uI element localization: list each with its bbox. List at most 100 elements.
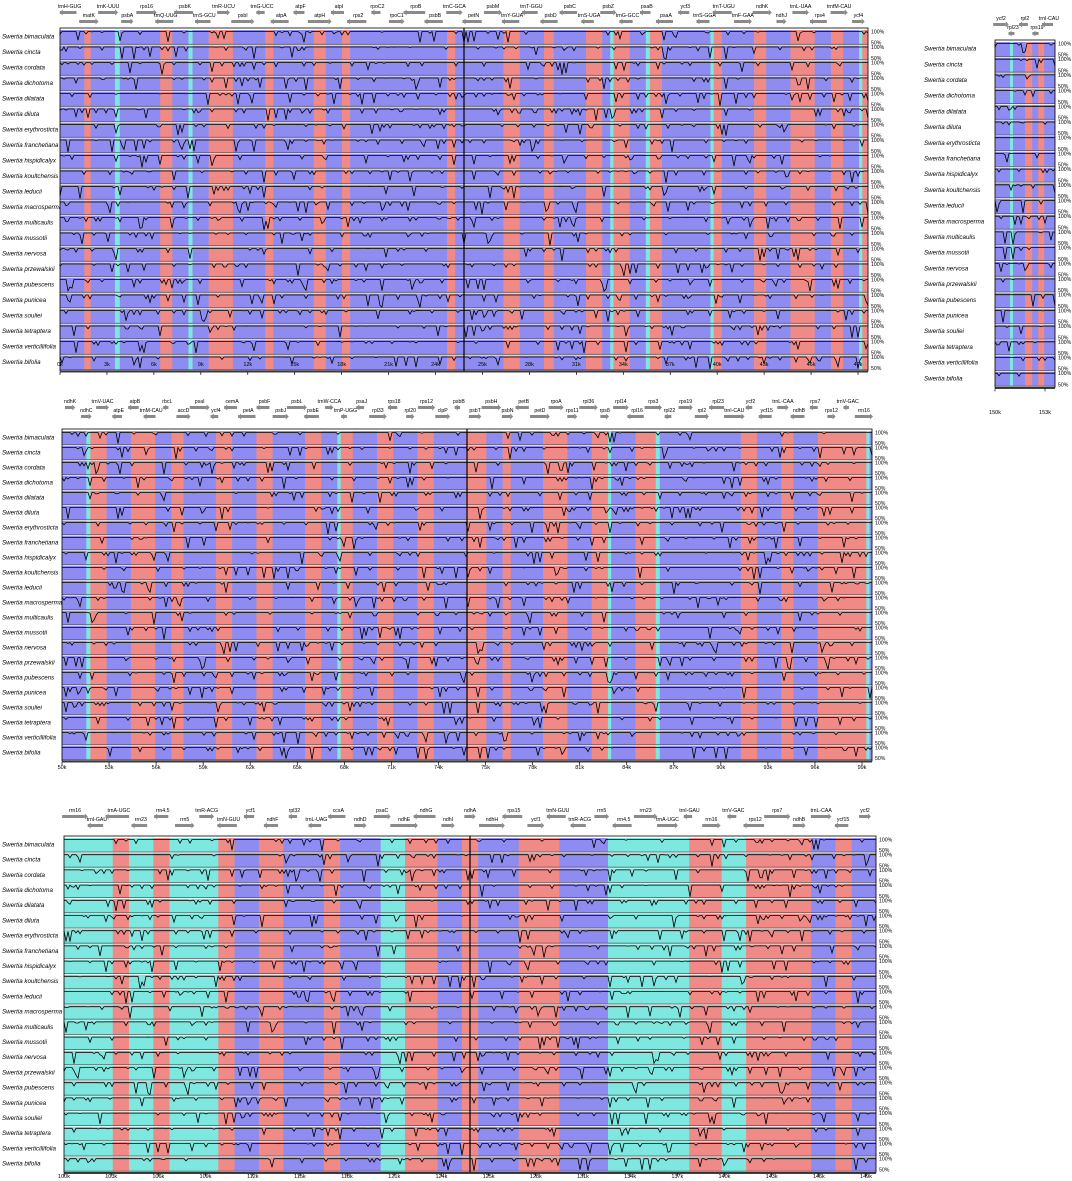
region-block [611,686,636,700]
region-block [60,309,85,324]
gene-label: psbL [291,399,302,405]
gene-label: psbI [238,13,248,19]
pct-50-label: 50% [871,87,882,93]
gene-arrowhead [768,9,772,16]
region-block [305,716,322,730]
region-block [721,76,755,91]
region-block [232,716,257,730]
region-block [130,626,156,640]
region-block [629,30,647,45]
gene-arrow [224,406,238,409]
region-block [607,686,612,700]
gene-arrowhead [447,413,451,420]
gene-arrowhead [654,813,658,820]
region-block [64,1081,114,1096]
region-block [790,340,815,355]
region-block [661,216,711,231]
region-block [160,340,173,355]
species-label: Swertia verticillifolia [924,360,979,367]
region-block [655,506,661,520]
region-block [559,1142,609,1157]
region-block [232,340,266,355]
region-block [486,746,503,760]
region-block [90,521,107,535]
identity-profile [59,107,869,121]
gene-arrowhead [308,822,312,829]
region-block [273,309,315,324]
region-block [90,446,107,460]
region-block [659,431,742,445]
species-label: Swertia mussotii [924,250,970,257]
region-block [340,1157,381,1172]
region-block [613,262,630,277]
region-block [842,231,860,246]
pct-100-label: 100% [871,293,885,299]
gene-arrow [790,415,805,418]
region-block [866,461,870,475]
region-block [817,551,867,565]
region-block [172,355,189,370]
region-block [817,731,867,745]
region-block [756,746,782,760]
region-block [830,76,844,91]
pct-100-label: 100% [871,231,885,237]
region-block [60,324,85,339]
x-tick-label: 115k [294,1174,306,1180]
region-block [995,183,1011,198]
region-block [859,247,863,262]
region-block [830,30,844,45]
region-block [1038,308,1045,324]
gene-label: psbM [487,4,500,10]
region-block [128,914,154,929]
region-block [502,506,512,520]
region-block [754,138,767,153]
region-block [64,868,114,883]
region-block [851,853,877,868]
region-block [114,185,121,200]
region-block [417,446,435,460]
region-block [1013,293,1026,308]
region-block [340,671,354,685]
gene-arrowhead [285,413,289,420]
x-tick-label: 68k [340,765,349,771]
region-block [602,45,611,60]
region-block [721,293,755,308]
gene-label: trnG-UCC [250,4,273,10]
region-block [543,293,554,308]
region-block [766,200,791,215]
region-block [817,671,867,685]
region-block [629,200,647,215]
region-block [710,309,714,324]
region-block [713,76,723,91]
region-block [215,491,233,505]
region-block [835,1035,852,1050]
region-block [380,914,406,929]
region-block [433,506,467,520]
region-block [380,1005,406,1020]
region-block [689,898,723,913]
region-block [258,1096,284,1111]
region-block [377,731,394,745]
species-label: Swertia cincta [924,61,963,68]
gene-arrowhead [844,9,848,16]
gene-arrowhead [843,404,847,411]
gene-label: psbA [121,13,133,19]
region-block [543,76,554,91]
region-block [635,596,657,610]
region-block [1032,104,1039,120]
region-block [208,154,234,169]
region-block [613,216,630,231]
region-block [649,92,663,107]
region-block [817,656,867,670]
region-block [721,1126,747,1141]
gene-arrowhead [105,404,109,411]
region-block [90,185,116,200]
region-block [866,476,870,490]
region-block [835,929,852,944]
region-block [106,611,132,625]
